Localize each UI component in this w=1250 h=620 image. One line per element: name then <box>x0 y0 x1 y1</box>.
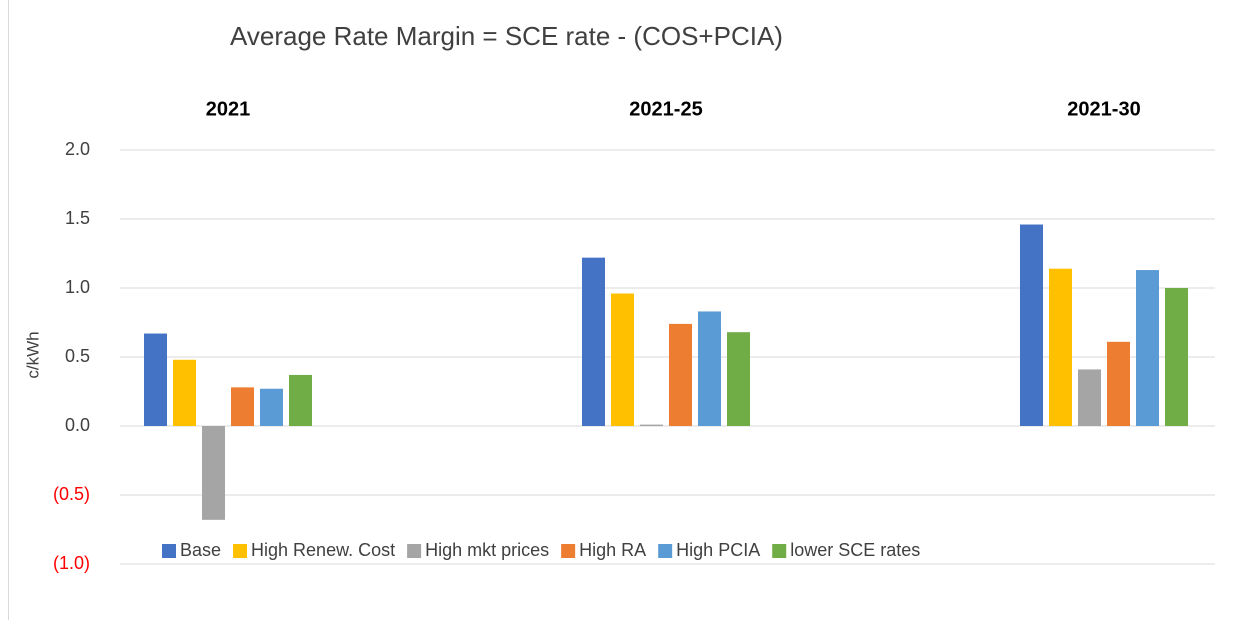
legend-swatch <box>162 544 176 558</box>
y-tick-label: 1.5 <box>65 208 90 228</box>
chart-title: Average Rate Margin = SCE rate - (COS+PC… <box>230 21 783 51</box>
y-tick-label: 2.0 <box>65 139 90 159</box>
y-axis-label: c/kWh <box>23 331 42 378</box>
y-tick-label: 0.5 <box>65 346 90 366</box>
bar <box>1136 270 1159 426</box>
bar <box>260 388 283 426</box>
y-tick-label: 0.0 <box>65 415 90 435</box>
bar <box>1165 288 1188 426</box>
category-label: 2021-25 <box>629 98 702 120</box>
bar <box>289 374 312 426</box>
bar <box>1020 224 1043 426</box>
bar <box>1107 341 1130 426</box>
legend-label: Base <box>180 540 221 560</box>
legend-label: High Renew. Cost <box>251 540 395 560</box>
legend-label: High mkt prices <box>425 540 549 560</box>
y-tick-label: (1.0) <box>53 553 90 573</box>
bar <box>1078 369 1101 426</box>
legend-swatch <box>407 544 422 558</box>
y-tick-label: (0.5) <box>53 484 90 504</box>
bar <box>698 311 721 426</box>
legend-swatch <box>561 544 576 558</box>
bar <box>727 332 750 426</box>
bar <box>582 257 605 426</box>
legend-label: High RA <box>579 540 646 560</box>
chart-frame <box>8 0 9 620</box>
legend-swatch <box>233 544 248 558</box>
bar <box>173 359 196 426</box>
bar <box>231 387 254 426</box>
legend-swatch <box>772 544 787 558</box>
legend-label: lower SCE rates <box>790 540 920 560</box>
bar <box>1049 268 1072 426</box>
category-label: 2021-30 <box>1067 98 1140 120</box>
bar <box>669 323 692 426</box>
bar <box>202 426 225 520</box>
legend-label: High PCIA <box>676 540 760 560</box>
bar <box>640 424 663 426</box>
legend-swatch <box>658 544 673 558</box>
category-label: 2021 <box>206 98 251 120</box>
bar <box>611 293 634 426</box>
y-tick-label: 1.0 <box>65 277 90 297</box>
bar <box>144 333 167 426</box>
